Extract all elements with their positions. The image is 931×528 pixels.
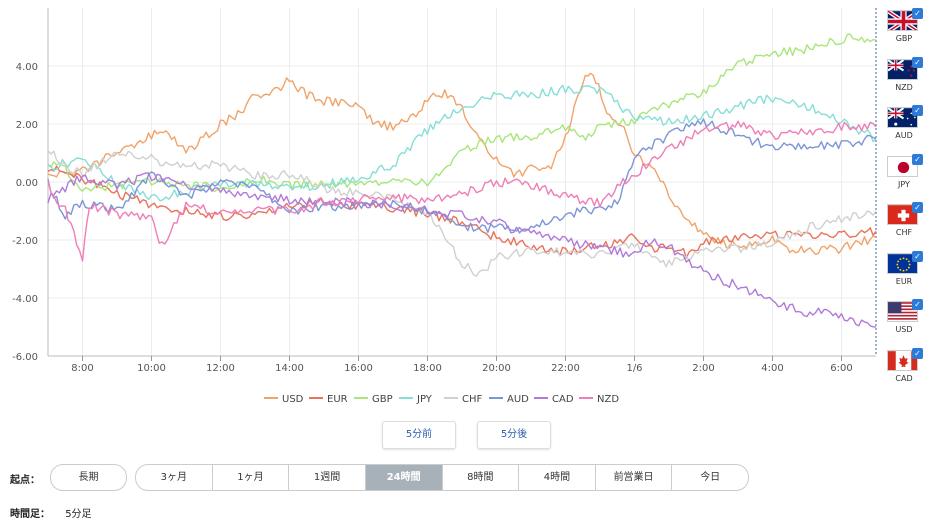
checkbox-icon[interactable]: ✓ xyxy=(912,56,923,68)
flag-item-gbp[interactable]: ✓ GBP xyxy=(885,8,925,57)
chart-series xyxy=(47,33,877,328)
y-tick-label: 4.00 xyxy=(16,62,38,73)
legend-item-chf[interactable]: CHF xyxy=(444,394,483,405)
checkbox-icon[interactable]: ✓ xyxy=(912,105,923,116)
period-button-24h[interactable]: 24時間 xyxy=(364,465,442,490)
x-tick-label: 18:00 xyxy=(413,363,442,374)
next-5min-button[interactable]: 5分後 xyxy=(477,421,551,449)
legend-item-eur[interactable]: EUR xyxy=(309,394,348,405)
checkbox-icon[interactable]: ✓ xyxy=(912,347,923,359)
flag-item-cad[interactable]: ✓ CAD xyxy=(885,347,925,397)
chart-grid xyxy=(47,8,877,357)
legend-item-gbp[interactable]: GBP xyxy=(354,394,393,405)
x-tick-label: 8:00 xyxy=(71,363,93,374)
legend-label: CAD xyxy=(552,394,574,405)
period-button-8h[interactable]: 8時間 xyxy=(441,465,519,490)
x-tick-label: 4:00 xyxy=(761,363,783,374)
series-line-cad xyxy=(47,172,877,328)
flag-label: NZD xyxy=(895,82,913,92)
flag-item-nzd[interactable]: ✓ NZD xyxy=(885,56,925,106)
legend-item-cad[interactable]: CAD xyxy=(534,394,574,405)
checkbox-icon[interactable]: ✓ xyxy=(912,8,923,19)
y-tick-label: 2.00 xyxy=(16,120,38,131)
x-tick-label: 20:00 xyxy=(482,363,511,374)
jp-flag-icon xyxy=(887,155,918,177)
legend-label: EUR xyxy=(327,394,348,405)
legend-item-aud[interactable]: AUD xyxy=(489,394,529,405)
legend-label: AUD xyxy=(507,394,529,405)
flag-item-jpy[interactable]: ✓ JPY xyxy=(885,153,925,203)
period-button-1w[interactable]: 1週間 xyxy=(288,465,365,490)
series-line-gbp xyxy=(47,33,877,193)
period-button-3m[interactable]: 3ヶ月 xyxy=(160,472,187,483)
x-tick-label: 1/6 xyxy=(626,363,642,374)
flag-label: CAD xyxy=(895,373,913,383)
checkbox-icon[interactable]: ✓ xyxy=(912,153,923,165)
flag-label: JPY xyxy=(898,179,910,189)
legend-label: CHF xyxy=(462,394,483,405)
y-tick-label: 0.00 xyxy=(16,178,38,189)
period-button-today[interactable]: 今日 xyxy=(671,465,748,490)
long-term-button[interactable]: 長期 xyxy=(50,464,127,491)
chart-legend[interactable]: USD EUR GBP JPY CHF AUD CAD NZD xyxy=(264,394,619,405)
eu-flag-icon xyxy=(887,252,918,274)
flag-item-aud[interactable]: ✓ AUD xyxy=(885,105,925,154)
x-tick-label: 6:00 xyxy=(830,363,852,374)
legend-item-nzd[interactable]: NZD xyxy=(579,394,619,405)
checkbox-icon[interactable]: ✓ xyxy=(912,250,923,262)
period-button-4h[interactable]: 4時間 xyxy=(518,465,595,490)
legend-label: NZD xyxy=(597,394,619,405)
uk-flag-icon xyxy=(887,10,918,31)
flag-label: AUD xyxy=(895,131,913,140)
checkbox-icon[interactable]: ✓ xyxy=(912,299,923,310)
start-label: 起点： xyxy=(10,475,40,486)
x-tick-label: 12:00 xyxy=(206,363,235,374)
us-flag-icon xyxy=(887,301,918,322)
flag-label: EUR xyxy=(895,276,913,286)
flag-item-usd[interactable]: ✓ USD xyxy=(885,299,925,348)
currency-flag-list: ✓ GBP ✓ NZD ✓ AUD ✓ JPY ✓ CHF ✓ EUR xyxy=(885,8,925,396)
series-line-aud xyxy=(47,118,877,234)
series-line-nzd xyxy=(47,120,877,262)
au-flag-icon xyxy=(887,107,918,128)
timeframe-label: 時間足： xyxy=(10,509,50,520)
x-tick-label: 22:00 xyxy=(551,363,580,374)
checkbox-icon[interactable]: ✓ xyxy=(912,202,923,213)
x-axis: 8:00 10:00 12:00 14:00 16:00 18:00 20:00 22:00 1… xyxy=(71,356,853,374)
y-tick-label: -4.00 xyxy=(12,294,38,305)
legend-label: GBP xyxy=(372,394,393,405)
flag-label: CHF xyxy=(895,228,913,237)
nz-flag-icon xyxy=(887,58,918,80)
flag-item-chf[interactable]: ✓ CHF xyxy=(885,202,925,251)
legend-item-jpy[interactable]: JPY xyxy=(399,394,433,405)
legend-label: JPY xyxy=(416,394,433,405)
series-line-eur xyxy=(47,165,877,259)
legend-item-usd[interactable]: USD xyxy=(264,394,304,405)
flag-item-eur[interactable]: ✓ EUR xyxy=(885,250,925,300)
flag-label: GBP xyxy=(895,34,913,43)
ca-flag-icon xyxy=(887,349,918,371)
ch-flag-icon xyxy=(887,204,918,225)
x-tick-label: 14:00 xyxy=(275,363,304,374)
period-button-1m[interactable]: 1ヶ月 xyxy=(211,465,289,490)
timeframe-value: 5分足 xyxy=(65,509,92,520)
flag-label: USD xyxy=(895,325,913,334)
series-line-chf xyxy=(47,149,877,277)
timeframe-info: 時間足： 5分足 xyxy=(10,505,92,520)
period-selector: 3ヶ月 1ヶ月 1週間 24時間 8時間 4時間 前営業日 今日 xyxy=(135,464,749,491)
period-button-prev-day[interactable]: 前営業日 xyxy=(594,465,672,490)
x-tick-label: 10:00 xyxy=(137,363,166,374)
prev-5min-button[interactable]: 5分前 xyxy=(382,421,456,449)
legend-label: USD xyxy=(282,394,304,405)
y-axis: 4.00 2.00 0.00 -2.00 -4.00 -6.00 xyxy=(12,62,38,363)
y-tick-label: -2.00 xyxy=(12,236,38,247)
x-tick-label: 2:00 xyxy=(692,363,714,374)
x-tick-label: 16:00 xyxy=(344,363,373,374)
y-tick-label: -6.00 xyxy=(12,352,38,363)
